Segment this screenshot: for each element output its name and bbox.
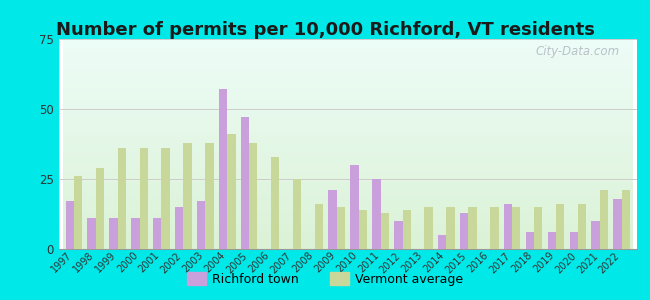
Bar: [438, 235, 447, 249]
Bar: [315, 204, 323, 249]
Bar: [468, 207, 476, 249]
Bar: [118, 148, 126, 249]
Bar: [197, 201, 205, 249]
Bar: [96, 168, 104, 249]
Bar: [512, 207, 521, 249]
Bar: [402, 210, 411, 249]
Bar: [205, 142, 214, 249]
Bar: [271, 157, 280, 249]
Bar: [381, 213, 389, 249]
Bar: [569, 232, 578, 249]
Bar: [240, 117, 249, 249]
Bar: [447, 207, 455, 249]
Bar: [592, 221, 600, 249]
Bar: [249, 142, 257, 249]
Bar: [219, 89, 227, 249]
Bar: [614, 199, 621, 249]
Bar: [526, 232, 534, 249]
Bar: [372, 179, 381, 249]
Bar: [490, 207, 499, 249]
Bar: [337, 207, 345, 249]
Bar: [74, 176, 82, 249]
Bar: [621, 190, 630, 249]
Bar: [394, 221, 402, 249]
Bar: [578, 204, 586, 249]
Bar: [131, 218, 140, 249]
Bar: [359, 210, 367, 249]
Bar: [183, 142, 192, 249]
Bar: [175, 207, 183, 249]
Bar: [161, 148, 170, 249]
Bar: [66, 201, 74, 249]
Bar: [350, 165, 359, 249]
Bar: [87, 218, 96, 249]
Bar: [547, 232, 556, 249]
Text: Number of permits per 10,000 Richford, VT residents: Number of permits per 10,000 Richford, V…: [55, 21, 595, 39]
Bar: [153, 218, 161, 249]
Bar: [600, 190, 608, 249]
Legend: Richford town, Vermont average: Richford town, Vermont average: [182, 267, 468, 291]
Bar: [227, 134, 235, 249]
Bar: [424, 207, 433, 249]
Bar: [293, 179, 302, 249]
Bar: [534, 207, 542, 249]
Bar: [556, 204, 564, 249]
Bar: [504, 204, 512, 249]
Bar: [109, 218, 118, 249]
Bar: [140, 148, 148, 249]
Bar: [460, 213, 468, 249]
Bar: [328, 190, 337, 249]
Text: City-Data.com: City-Data.com: [536, 45, 619, 58]
